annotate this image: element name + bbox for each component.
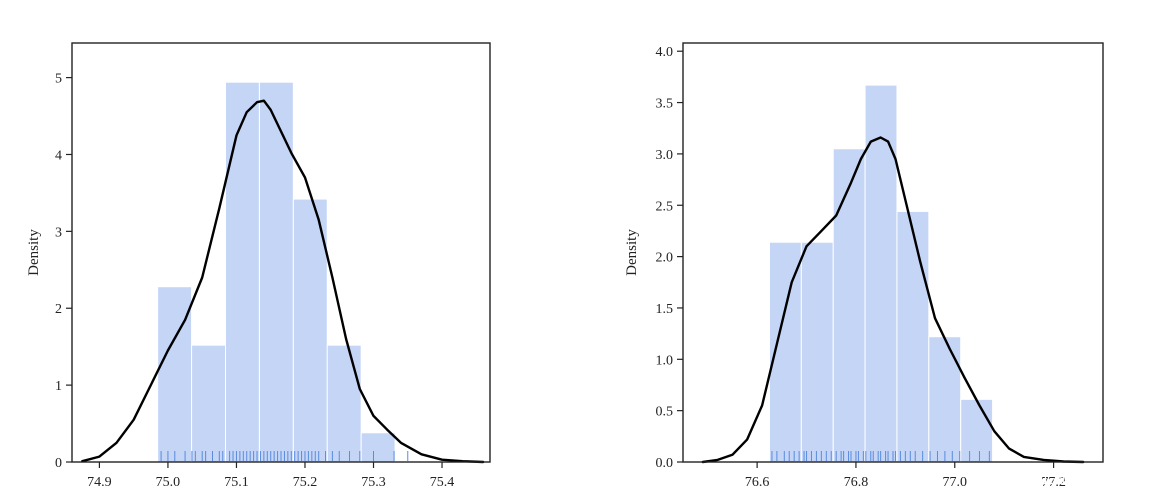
y-tick-label: 3 <box>55 225 62 240</box>
y-axis-title: Density <box>624 229 640 276</box>
histogram-bar <box>157 286 193 463</box>
y-tick-label: 5 <box>55 72 62 87</box>
x-tick-label: 75.4 <box>430 475 455 490</box>
watermark-text: @稀土掘金技术社区 <box>1008 469 1143 487</box>
x-tick-label: 75.1 <box>224 475 249 490</box>
y-tick-label: 1.0 <box>656 353 674 368</box>
y-tick-label: 2.5 <box>656 199 674 214</box>
histogram-bar <box>360 432 396 463</box>
left-density-plot: 74.9 75.0 75.1 75.2 75.3 75.4 0 1 2 3 4 5 Density <box>26 42 491 490</box>
right-density-plot: 76.6 76.8 77.0 77.2 0.0 0.5 1.0 1.5 2.0 2.5 3.0 3.5… <box>624 42 1104 490</box>
histogram-bar <box>960 398 994 463</box>
y-tick-label: 2 <box>55 302 62 317</box>
y-tick-label: 0.0 <box>656 456 674 471</box>
x-tick-label: 76.8 <box>844 475 869 490</box>
axes-frame <box>71 42 491 463</box>
histogram-bar <box>896 210 930 463</box>
y-tick-label: 0.5 <box>656 405 674 420</box>
x-tick-label: 76.6 <box>745 475 770 490</box>
x-tick-label: 75.0 <box>156 475 181 490</box>
histogram-bar <box>258 81 294 463</box>
y-tick-label: 2.0 <box>656 251 674 266</box>
histogram-bar <box>326 344 362 463</box>
histogram-bar <box>928 336 962 463</box>
y-tick-label: 3.0 <box>656 148 674 163</box>
y-tick-label: 4 <box>55 148 62 163</box>
histogram-bar <box>191 344 226 463</box>
kde-curve <box>81 99 485 464</box>
y-tick-label: 4.0 <box>656 45 674 60</box>
y-tick-label: 0 <box>55 456 62 471</box>
histogram-bar <box>832 148 866 463</box>
y-tick-label: 1.5 <box>656 302 674 317</box>
x-tick-label: 77.0 <box>943 475 968 490</box>
y-tick-label: 1 <box>55 379 62 394</box>
y-axis-title: Density <box>26 229 42 276</box>
histogram-bar <box>292 198 328 463</box>
kde-curve <box>701 136 1085 464</box>
x-tick-label: 75.3 <box>361 475 386 490</box>
x-tick-label: 77.2 <box>1041 475 1066 490</box>
x-tick-label: 75.2 <box>293 475 318 490</box>
histogram-bar <box>224 81 260 463</box>
y-tick-label: 3.5 <box>656 97 674 112</box>
axes-frame <box>682 42 1104 463</box>
histogram-bar <box>800 241 834 463</box>
x-tick-label: 74.9 <box>87 475 112 490</box>
